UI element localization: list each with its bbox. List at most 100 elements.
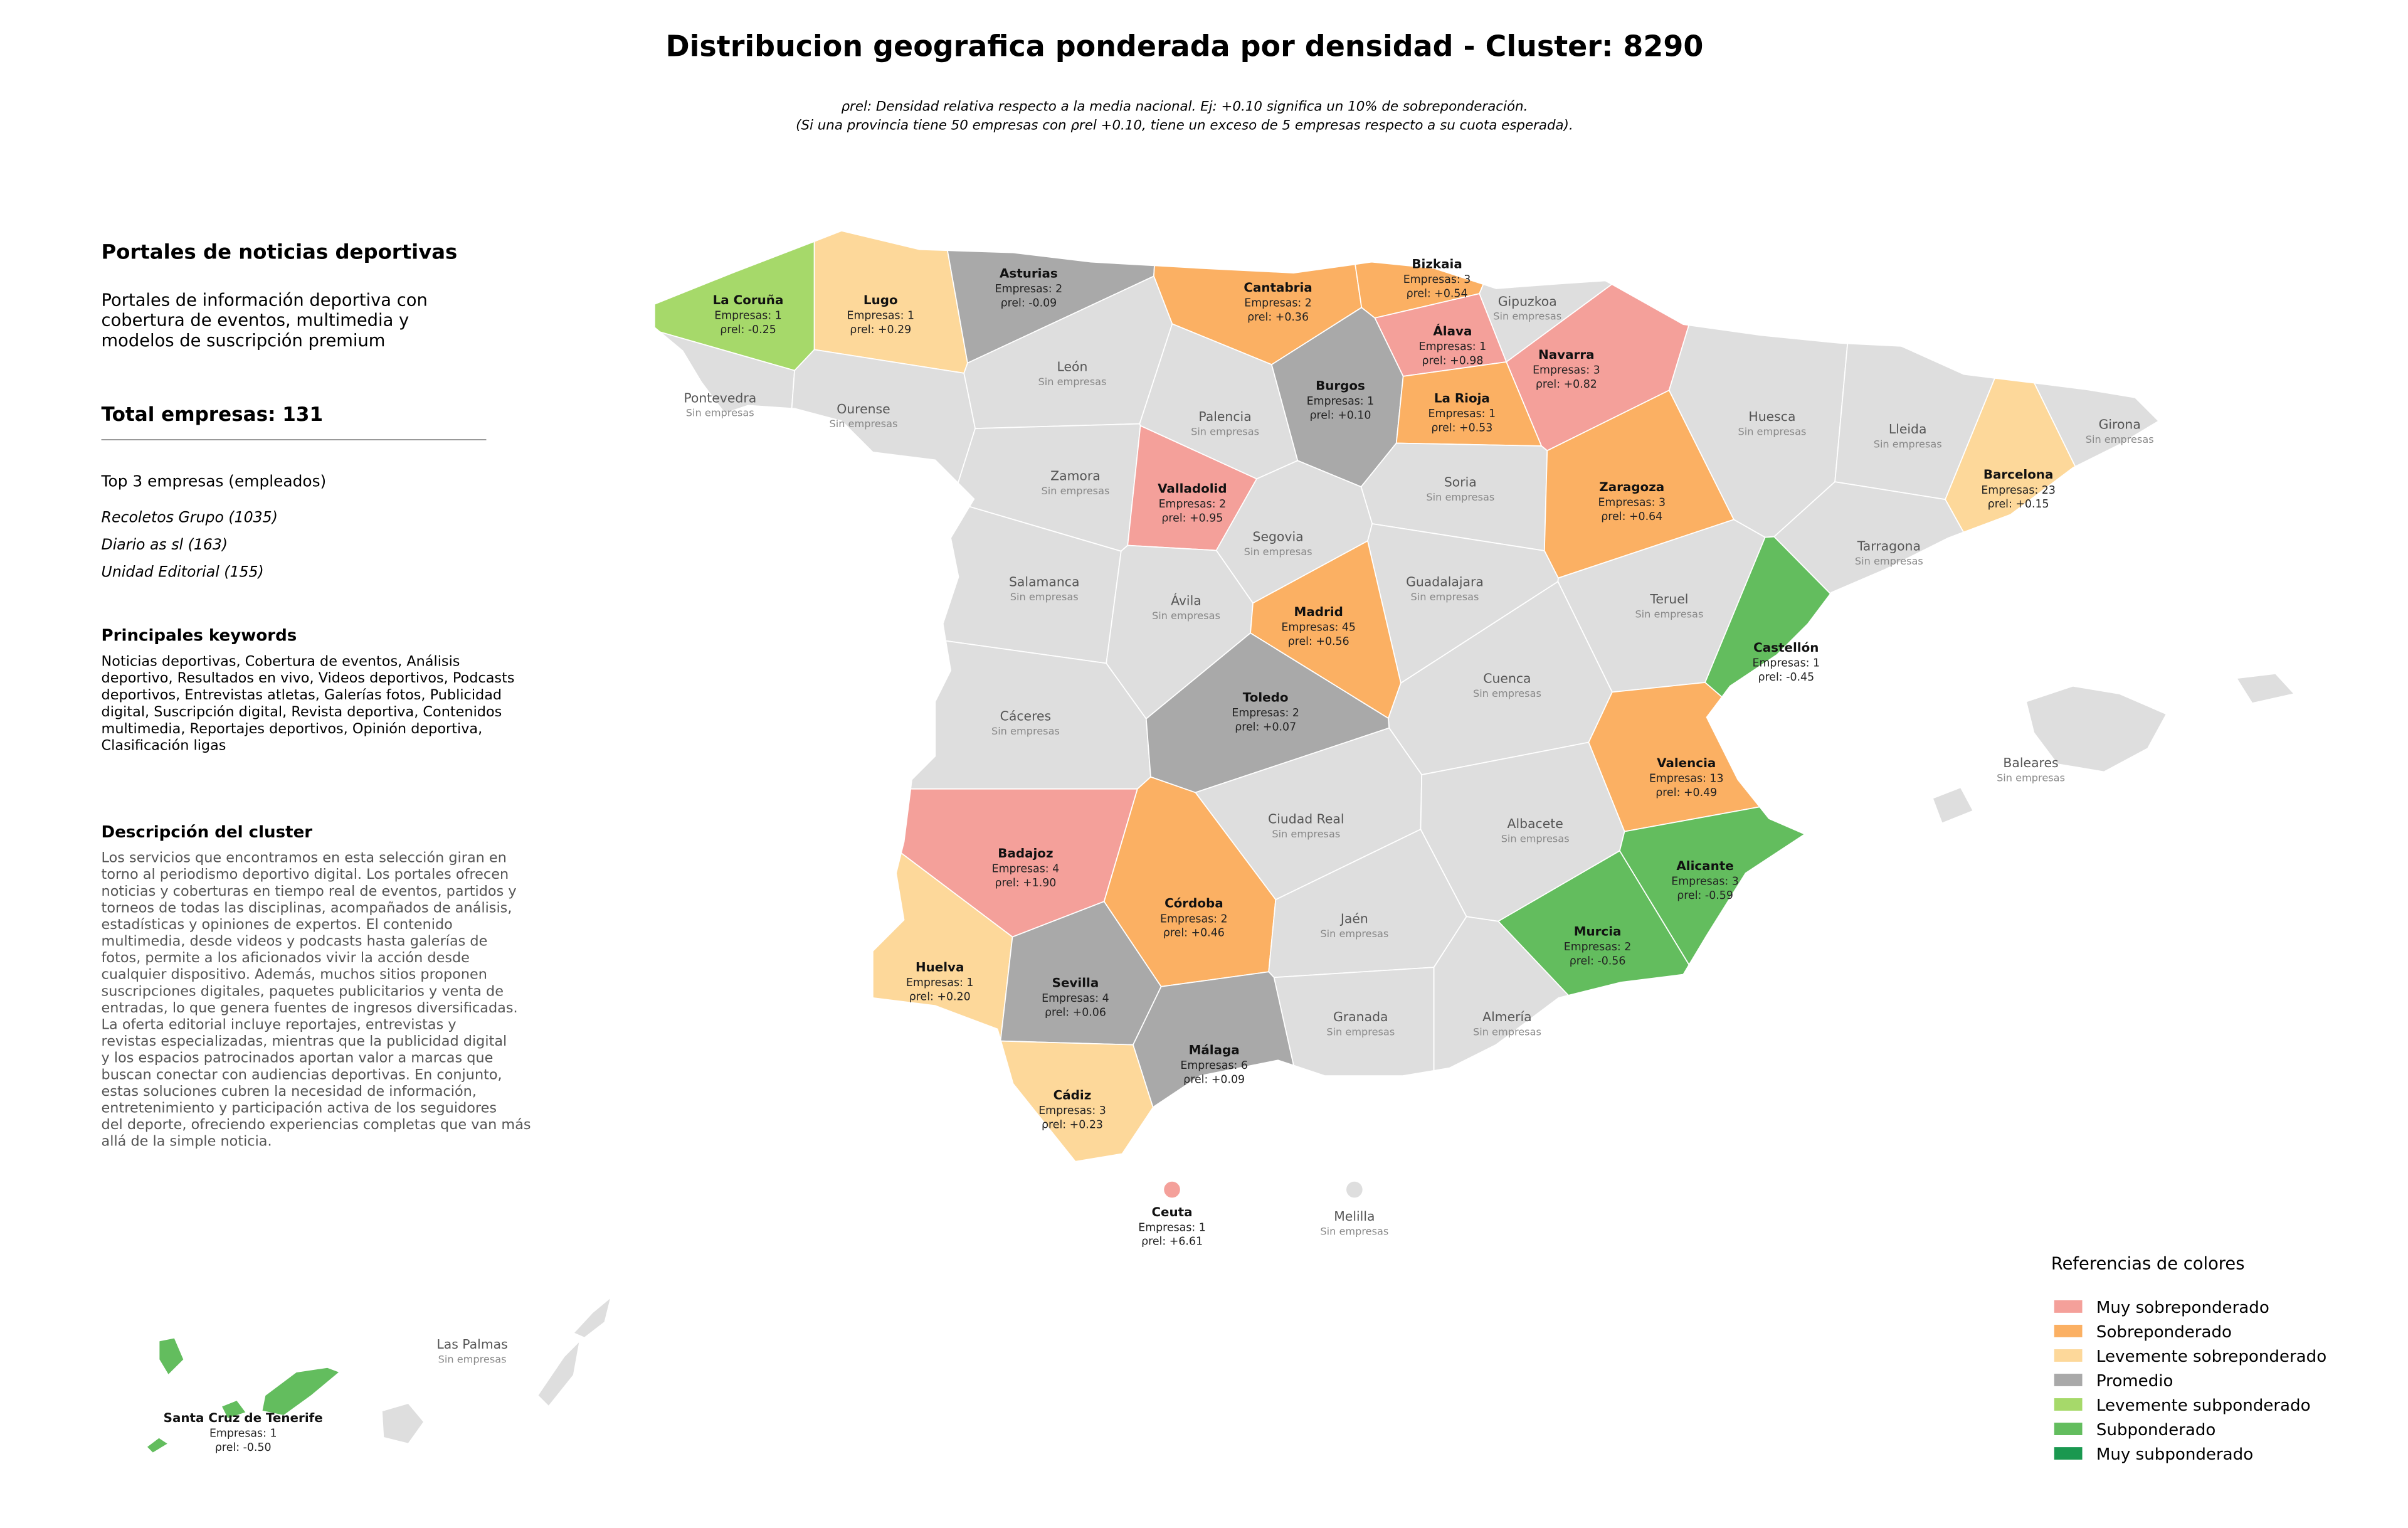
province-status: Sin empresas [1426, 491, 1494, 503]
province-count: Empresas: 1 [1138, 1221, 1206, 1234]
province-count: Empresas: 1 [1307, 395, 1375, 408]
legend-label: Promedio [2096, 1372, 2173, 1391]
keywords-line: multimedia, Reportajes deportivos, Opini… [102, 721, 483, 737]
legend-swatch [2054, 1349, 2083, 1362]
cluster-line: multimedia, desde videos y podcasts hast… [102, 933, 488, 950]
province-rho: ρrel: +0.46 [1163, 927, 1225, 940]
legend-label: Muy sobreponderado [2096, 1298, 2269, 1317]
province-name: Melilla [1334, 1209, 1375, 1224]
cluster-line: cualquier dispositivo. Además, muchos si… [102, 967, 487, 983]
province-name: Córdoba [1164, 896, 1223, 911]
province-status: Sin empresas [1501, 832, 1570, 844]
province-name: Las Palmas [436, 1337, 507, 1352]
province-count: Empresas: 1 [1428, 408, 1496, 420]
province-status: Sin empresas [829, 418, 897, 430]
cluster-line: La oferta editorial incluye reportajes, … [102, 1017, 457, 1033]
province-name: Guadalajara [1406, 575, 1484, 590]
subtitle: ρrel: Densidad relativa respecto a la me… [841, 99, 1528, 115]
province-name: Gipuzkoa [1498, 294, 1557, 309]
legend-label: Levemente sobreponderado [2096, 1347, 2326, 1366]
legend-label: Sobreponderado [2096, 1323, 2232, 1342]
province-name: Cuenca [1483, 671, 1531, 686]
province-shape [1345, 1180, 1364, 1199]
province-rho: ρrel: +0.54 [1407, 288, 1468, 300]
province-rho: ρrel: +0.09 [1183, 1073, 1245, 1086]
province-status: Sin empresas [991, 725, 1060, 737]
cluster-line: buscan conectar con audiencias deportiva… [102, 1066, 502, 1083]
province-rho: ρrel: -0.56 [1570, 955, 1626, 967]
province-name: Barcelona [1983, 467, 2054, 482]
province-count: Empresas: 2 [995, 283, 1063, 295]
province-count: Empresas: 1 [1753, 657, 1820, 670]
cluster-line: entradas, lo que genera fuentes de ingre… [102, 1000, 518, 1016]
province-rho: ρrel: -0.25 [720, 324, 776, 336]
keywords-line: Clasificación ligas [102, 738, 226, 754]
top-company: Diario as sl (163) [102, 536, 228, 553]
top-heading: Top 3 empresas (empleados) [101, 472, 327, 491]
province-rho: ρrel: -0.50 [215, 1441, 272, 1454]
province-status: Sin empresas [1272, 828, 1340, 840]
sidebar: Portales de noticias deportivas Total em… [101, 240, 531, 1150]
province-status: Sin empresas [1041, 485, 1109, 497]
province-rho: ρrel: +6.61 [1141, 1236, 1203, 1248]
province-name: Jaén [1339, 911, 1368, 926]
province-name: Castellón [1753, 640, 1819, 655]
province-rho: ρrel: +0.23 [1042, 1118, 1103, 1131]
province-rho: ρrel: +0.64 [1601, 511, 1662, 523]
province-count: Empresas: 13 [1649, 773, 1724, 785]
cluster-line: y los espacios patrocinados aportan valo… [102, 1050, 494, 1066]
province-name: Bizkaia [1412, 257, 1462, 272]
cluster-line: estas soluciones cubren la necesidad de … [102, 1083, 477, 1100]
province-status: Sin empresas [1152, 610, 1220, 622]
province-rho: ρrel: +0.06 [1045, 1006, 1106, 1019]
description-line: modelos de suscripción premium [102, 331, 386, 351]
province-name: Huelva [916, 960, 964, 975]
province-labels: La Coruña Empresas: 1 ρrel: -0.25 Lugo Empre… [164, 257, 2154, 1454]
province-name: León [1057, 359, 1088, 374]
province-name: Palencia [1198, 409, 1251, 424]
description-line: Portales de información deportiva con [102, 290, 428, 310]
province-count: Empresas: 2 [1160, 913, 1228, 925]
province-rho: ρrel: -0.45 [1758, 671, 1814, 684]
province-count: Empresas: 1 [1419, 341, 1487, 353]
province-count: Empresas: 3 [1038, 1105, 1106, 1117]
cluster-line: torno al periodismo deportivo digital. L… [102, 866, 509, 883]
title: Distribucion geografica ponderada por de… [665, 29, 1703, 63]
province-shape [660, 331, 795, 414]
province-status: Sin empresas [438, 1353, 507, 1365]
province-name: Zamora [1050, 469, 1101, 484]
province-name: Alicante [1676, 859, 1733, 873]
province-rho: ρrel: -0.09 [1001, 297, 1057, 310]
province-rho: ρrel: +0.56 [1288, 635, 1349, 648]
province-name: Valencia [1657, 756, 1716, 770]
province-status: Sin empresas [1874, 438, 1942, 450]
total: Total empresas: 131 [102, 403, 324, 426]
province-name: Albacete [1508, 816, 1563, 831]
cluster-line: torneos de todas las disciplinas, acompa… [102, 899, 512, 916]
province-status: Sin empresas [1473, 1026, 1541, 1037]
province-status: Sin empresas [1411, 591, 1479, 603]
province-name: Cantabria [1244, 280, 1312, 295]
top-company: Unidad Editorial (155) [102, 563, 264, 581]
province-status: Sin empresas [2086, 433, 2154, 445]
province-name: Teruel [1649, 592, 1688, 607]
province-name: Valladolid [1158, 482, 1227, 496]
province-name: Santa Cruz de Tenerife [164, 1411, 323, 1425]
legend-swatch [2054, 1447, 2083, 1460]
legend-swatch [2054, 1423, 2083, 1435]
province-status: Sin empresas [1473, 687, 1541, 699]
province-name: Segovia [1253, 529, 1304, 544]
province-count: Empresas: 3 [1403, 273, 1471, 286]
cluster-line: suscripciones digitales, paquetes public… [102, 983, 504, 999]
province-name: Navarra [1538, 348, 1594, 362]
province-rho: ρrel: +0.82 [1536, 378, 1597, 391]
province-status: Sin empresas [1635, 608, 1703, 620]
province-status: Sin empresas [1493, 310, 1561, 322]
keywords-line: Noticias deportivas, Cobertura de evento… [102, 653, 460, 669]
province-count: Empresas: 3 [1533, 364, 1600, 376]
cluster-line: allá de la simple noticia. [102, 1133, 272, 1150]
province-count: Empresas: 2 [1564, 941, 1632, 953]
province-count: Empresas: 2 [1232, 707, 1299, 719]
